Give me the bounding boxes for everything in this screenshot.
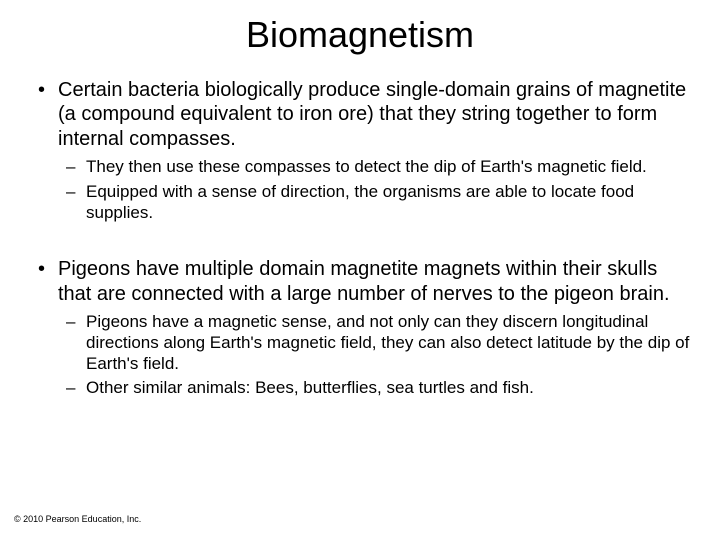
bullet-text: Pigeons have multiple domain magnetite m… — [58, 258, 670, 304]
sub-bullet: Equipped with a sense of direction, the … — [58, 182, 690, 223]
sub-bullet: Other similar animals: Bees, butterflies… — [58, 378, 690, 399]
main-bullet: Certain bacteria biologically produce si… — [30, 78, 690, 223]
spacer — [30, 231, 690, 257]
sub-bullet-list: They then use these compasses to detect … — [58, 157, 690, 223]
bullet-list: Certain bacteria biologically produce si… — [30, 78, 690, 223]
slide-title: Biomagnetism — [30, 14, 690, 56]
bullet-list: Pigeons have multiple domain magnetite m… — [30, 257, 690, 399]
main-bullet: Pigeons have multiple domain magnetite m… — [30, 257, 690, 399]
sub-bullet: They then use these compasses to detect … — [58, 157, 690, 178]
bullet-text: Certain bacteria biologically produce si… — [58, 79, 686, 150]
sub-bullet: Pigeons have a magnetic sense, and not o… — [58, 312, 690, 374]
copyright-text: © 2010 Pearson Education, Inc. — [14, 514, 141, 524]
slide: Biomagnetism Certain bacteria biological… — [0, 0, 720, 540]
sub-bullet-list: Pigeons have a magnetic sense, and not o… — [58, 312, 690, 399]
